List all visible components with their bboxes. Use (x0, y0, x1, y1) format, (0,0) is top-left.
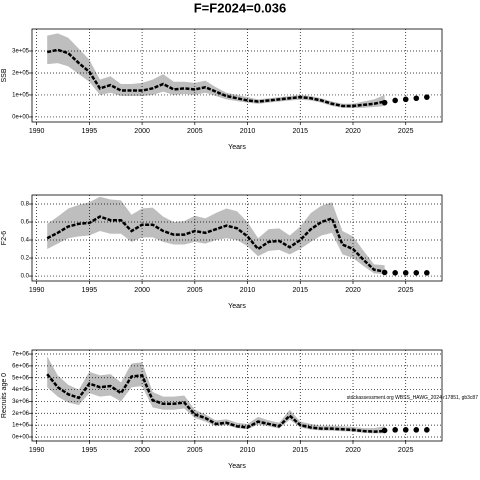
x-tick-label: 2025 (398, 128, 414, 135)
confidence-band (47, 196, 385, 275)
y-tick-label: 2e+06 (12, 411, 30, 417)
y-tick-label: 0.6 (21, 220, 30, 226)
x-axis-label: Years (228, 303, 246, 310)
x-tick-label: 1995 (82, 128, 98, 135)
y-tick-label: 2e+05 (12, 71, 30, 77)
median-line (46, 215, 385, 273)
projection-point (402, 96, 409, 103)
projection-point (413, 270, 420, 276)
y-tick-label: 0.4 (21, 238, 30, 244)
plot-frame (31, 194, 443, 282)
projection-point (402, 270, 409, 276)
x-axis-label: Years (228, 144, 246, 151)
x-tick-label: 1995 (82, 287, 98, 294)
projection-point (381, 427, 388, 434)
x-tick-label: 1995 (82, 447, 98, 454)
projection-point (381, 269, 388, 276)
projection-point (424, 94, 430, 100)
projection-point (413, 427, 420, 433)
x-axis-label: Years (228, 463, 246, 470)
x-tick-label: 2020 (345, 287, 361, 294)
x-tick-label: 2005 (187, 447, 203, 454)
projection-point (424, 427, 430, 433)
y-axis-label: SSB (1, 68, 8, 82)
median-line (46, 48, 385, 108)
x-tick-label: 2005 (187, 287, 203, 294)
x-tick-label: 1990 (29, 447, 45, 454)
x-tick-label: 2000 (134, 128, 150, 135)
plot-frame (31, 28, 443, 123)
projection-point (392, 427, 398, 433)
x-tick-label: 2020 (345, 447, 361, 454)
projection-point (413, 95, 420, 102)
y-tick-label: 0.2 (21, 256, 30, 262)
y-tick-label: 0e+00 (12, 435, 30, 441)
projection-point (392, 270, 398, 276)
y-tick-label: 3e+06 (12, 399, 30, 405)
chart-title: F=F2024=0.036 (194, 0, 287, 15)
y-tick-label: 0e+00 (12, 115, 30, 121)
confidence-band (47, 33, 385, 109)
x-tick-label: 2015 (292, 287, 308, 294)
x-tick-label: 2015 (292, 447, 308, 454)
x-tick-label: 2010 (240, 287, 256, 294)
x-tick-label: 2025 (398, 287, 414, 294)
annotation: stockassessment.org WBSS_HAWG_2024 r1785… (347, 395, 478, 401)
projection-point (381, 99, 388, 106)
x-tick-label: 2010 (240, 128, 256, 135)
x-tick-label: 2005 (187, 128, 203, 135)
x-tick-label: 2000 (134, 287, 150, 294)
y-tick-label: 3e+05 (12, 49, 30, 55)
x-tick-label: 2000 (134, 447, 150, 454)
y-tick-label: 0.8 (21, 202, 30, 208)
median-line (46, 373, 385, 433)
projection-point (402, 427, 409, 433)
x-tick-label: 2025 (398, 447, 414, 454)
x-tick-label: 2020 (345, 128, 361, 135)
y-tick-label: 0.0 (21, 274, 30, 280)
y-axis-label: Recruits age 0 (1, 373, 8, 418)
y-tick-label: 1e+05 (12, 93, 30, 99)
y-tick-label: 4e+06 (12, 387, 30, 393)
x-tick-label: 2015 (292, 128, 308, 135)
x-tick-label: 2010 (240, 447, 256, 454)
y-tick-label: 5e+06 (12, 375, 30, 381)
y-tick-label: 7e+06 (12, 352, 30, 358)
plot-frame (31, 349, 443, 442)
projection-point (424, 270, 430, 276)
x-tick-label: 1990 (29, 287, 45, 294)
projection-point (392, 97, 398, 104)
y-tick-label: 1e+06 (12, 423, 30, 429)
y-tick-label: 6e+06 (12, 363, 30, 369)
y-axis-label: F2-6 (1, 231, 8, 246)
x-tick-label: 1990 (29, 128, 45, 135)
